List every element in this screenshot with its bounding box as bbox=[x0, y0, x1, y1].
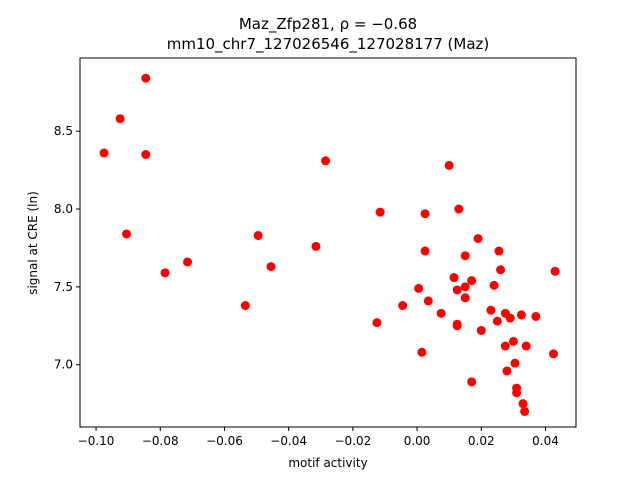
y-tick-label-0: 7.0 bbox=[54, 358, 73, 372]
data-point-9 bbox=[266, 262, 276, 272]
x-tick-label-1: −0.08 bbox=[142, 434, 179, 448]
data-point-29 bbox=[460, 293, 470, 303]
chart-title-line2: mm10_chr7_127026546_127028177 (Maz) bbox=[167, 35, 490, 54]
x-tick-label-2: −0.06 bbox=[206, 434, 243, 448]
data-point-47 bbox=[516, 310, 526, 320]
data-point-1 bbox=[115, 114, 125, 124]
data-point-8 bbox=[253, 230, 263, 240]
chart-title-line1: Maz_Zfp281, ρ = −0.68 bbox=[239, 15, 417, 34]
data-point-16 bbox=[417, 347, 427, 357]
data-point-44 bbox=[510, 358, 520, 368]
data-point-48 bbox=[518, 399, 528, 409]
data-point-11 bbox=[321, 156, 331, 166]
x-tick-label-4: −0.02 bbox=[334, 434, 371, 448]
data-point-22 bbox=[449, 273, 459, 283]
data-point-13 bbox=[372, 318, 382, 328]
x-tick-label-3: −0.04 bbox=[270, 434, 307, 448]
data-point-53 bbox=[550, 266, 560, 276]
y-tick-label-3: 8.5 bbox=[54, 124, 73, 138]
y-axis-label: signal at CRE (ln) bbox=[26, 191, 40, 295]
data-point-33 bbox=[476, 325, 486, 335]
y-axis-ticks: 7.0 7.5 8.0 8.5 bbox=[54, 124, 80, 372]
y-tick-label-1: 7.5 bbox=[54, 280, 73, 294]
data-point-18 bbox=[420, 246, 430, 256]
x-tick-label-0: −0.10 bbox=[78, 434, 115, 448]
data-point-38 bbox=[496, 265, 506, 275]
data-point-32 bbox=[473, 234, 483, 244]
data-point-6 bbox=[183, 257, 193, 267]
data-point-34 bbox=[486, 305, 496, 315]
data-point-40 bbox=[500, 341, 510, 351]
plot-frame bbox=[79, 57, 577, 428]
x-axis-label: motif activity bbox=[288, 456, 367, 470]
data-point-30 bbox=[467, 276, 477, 286]
data-point-50 bbox=[521, 341, 531, 351]
data-point-46 bbox=[512, 388, 522, 398]
data-point-42 bbox=[505, 313, 515, 323]
data-point-14 bbox=[398, 301, 408, 311]
data-point-4 bbox=[141, 150, 151, 160]
data-point-25 bbox=[452, 319, 462, 329]
data-point-49 bbox=[520, 406, 530, 416]
data-point-37 bbox=[494, 246, 504, 256]
data-point-21 bbox=[444, 160, 454, 170]
data-point-26 bbox=[454, 204, 464, 214]
data-point-52 bbox=[549, 349, 559, 359]
x-tick-label-7: 0.04 bbox=[532, 434, 559, 448]
data-point-31 bbox=[467, 377, 477, 387]
x-tick-label-5: 0.00 bbox=[404, 434, 431, 448]
data-point-23 bbox=[452, 285, 462, 295]
data-point-5 bbox=[160, 268, 170, 278]
data-point-27 bbox=[460, 251, 470, 261]
data-point-19 bbox=[423, 296, 433, 306]
data-point-43 bbox=[508, 336, 518, 346]
data-point-12 bbox=[375, 207, 385, 217]
x-tick-label-6: 0.02 bbox=[468, 434, 495, 448]
data-point-0 bbox=[99, 148, 109, 158]
data-point-35 bbox=[489, 280, 499, 290]
data-point-2 bbox=[122, 229, 132, 239]
y-tick-label-2: 8.0 bbox=[54, 202, 73, 216]
data-points bbox=[99, 73, 560, 416]
data-point-17 bbox=[420, 209, 430, 219]
data-point-10 bbox=[311, 241, 321, 251]
data-point-3 bbox=[141, 73, 151, 83]
data-point-20 bbox=[436, 308, 446, 318]
data-point-28 bbox=[460, 282, 470, 292]
x-axis-ticks: −0.10 −0.08 −0.06 −0.04 −0.02 0.00 0.02 0.04 bbox=[78, 427, 559, 448]
data-point-51 bbox=[531, 311, 541, 321]
data-point-7 bbox=[240, 301, 250, 311]
data-point-15 bbox=[414, 283, 424, 293]
data-point-36 bbox=[492, 316, 502, 326]
data-point-41 bbox=[502, 366, 512, 376]
